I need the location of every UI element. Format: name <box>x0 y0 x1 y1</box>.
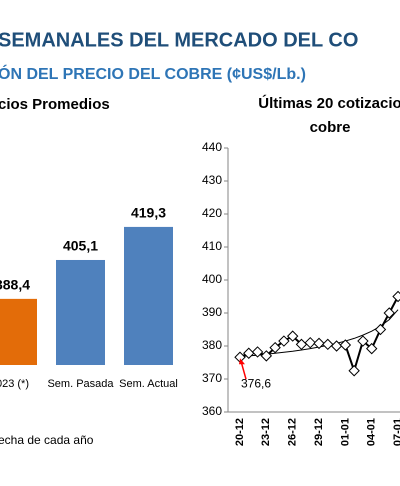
bar-value-label: 388,4 <box>0 277 30 293</box>
line-chart-title: cobre <box>310 119 351 136</box>
y-tick-label: 420 <box>202 206 222 220</box>
y-tick-label: 390 <box>202 305 222 319</box>
y-tick-label: 370 <box>202 371 222 385</box>
point-marker <box>392 290 400 303</box>
x-tick-label: 29-12 <box>313 418 325 446</box>
point-marker <box>243 347 255 359</box>
annotation-arrowhead <box>239 358 245 365</box>
point-marker <box>313 337 325 350</box>
point-marker <box>251 346 264 358</box>
bar <box>0 298 37 365</box>
page-title: SEMANALES DEL MERCADO DEL CO <box>0 29 358 51</box>
x-tick-label: Sem. Pasada <box>47 378 114 390</box>
x-tick-label: 20-12 <box>234 418 246 446</box>
point-marker <box>322 338 334 351</box>
x-tick-label: Sem. Actual <box>119 378 178 390</box>
point-marker <box>339 339 352 351</box>
page-subtitle: ÓN DEL PRECIO DEL COBRE (¢US$/Lb.) <box>0 64 306 83</box>
bar-chart-title: cios Promedios <box>0 96 110 113</box>
x-tick-label: 04-01 <box>366 418 378 446</box>
y-tick-label: 360 <box>202 404 222 418</box>
x-tick-label: 023 (*) <box>0 378 29 390</box>
footnote: echa de cada año <box>0 433 94 447</box>
x-tick-label: 07-01 <box>392 418 400 446</box>
point-marker <box>260 350 273 362</box>
bar-value-label: 405,1 <box>63 238 98 254</box>
x-tick-label: 01-01 <box>339 418 351 446</box>
y-tick-label: 430 <box>202 173 222 187</box>
point-marker <box>330 340 343 352</box>
bar <box>56 259 105 365</box>
point-marker <box>278 335 290 347</box>
point-marker <box>365 342 378 355</box>
line-chart-title: Últimas 20 cotizacio <box>258 94 400 112</box>
bar-value-label: 419,3 <box>131 205 166 221</box>
point-marker <box>304 336 316 349</box>
point-marker <box>383 307 395 319</box>
bar <box>124 226 173 365</box>
point-marker <box>374 323 387 336</box>
y-tick-label: 440 <box>202 140 222 154</box>
x-tick-label: 26-12 <box>287 418 299 446</box>
y-tick-label: 400 <box>202 272 222 286</box>
point-marker <box>357 335 369 347</box>
y-tick-label: 380 <box>202 338 222 352</box>
x-tick-label: 23-12 <box>260 418 272 446</box>
y-tick-label: 410 <box>202 239 222 253</box>
point-marker <box>286 330 299 342</box>
series-line <box>239 296 399 375</box>
annotation-label: 376,6 <box>241 376 271 390</box>
point-marker <box>269 341 281 354</box>
point-marker <box>348 365 360 377</box>
